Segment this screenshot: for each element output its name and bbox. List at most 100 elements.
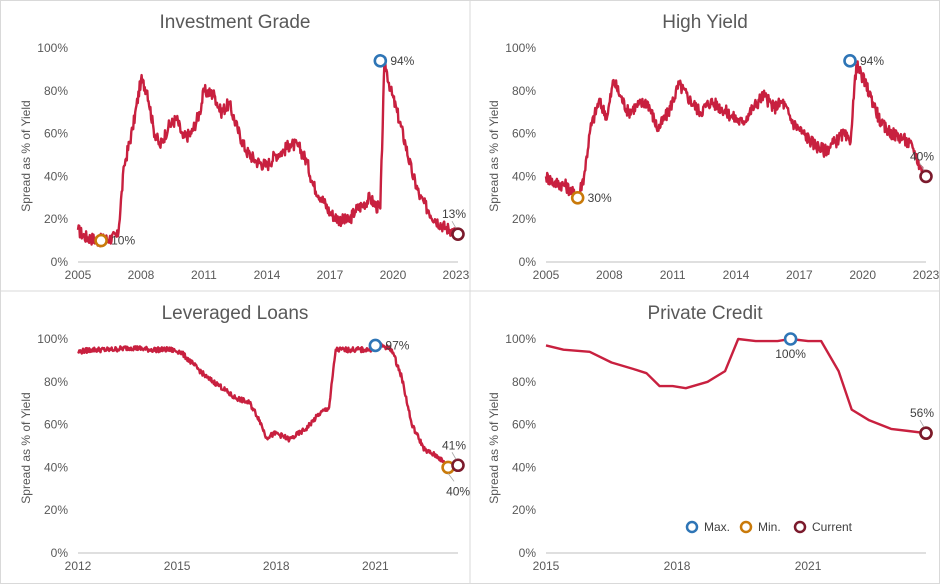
y-tick-label: 0% [519, 255, 537, 269]
marker-max [368, 338, 383, 353]
legend-max-label: Max. [704, 520, 730, 534]
x-tick-label: 2011 [191, 268, 217, 282]
y-tick-label: 80% [512, 375, 536, 389]
marker-min [94, 233, 108, 248]
marker-min [570, 191, 585, 205]
x-tick-label: 2017 [786, 268, 813, 282]
y-tick-label: 100% [505, 332, 536, 346]
label-leader [919, 419, 925, 428]
marker-current [451, 227, 465, 241]
plot-3: 0% 20% 40% 60% 80% 100% 2015 2018 2021 100% 56% [505, 332, 934, 573]
chart-panel-high-yield: High Yield Spread as % of Yield [487, 12, 748, 212]
y-tick-label: 0% [519, 546, 537, 560]
chart-title: Investment Grade [159, 12, 310, 33]
y-tick-label: 60% [44, 418, 68, 432]
marker-max [783, 332, 798, 346]
y-tick-label: 80% [44, 375, 68, 389]
legend: Max. Min. Current [685, 520, 853, 534]
x-tick-label: 2018 [263, 559, 290, 573]
y-tick-label: 20% [44, 212, 68, 226]
series-line [545, 337, 927, 435]
y-tick-label: 80% [512, 84, 536, 98]
y-tick-label: 100% [37, 332, 68, 346]
y-tick-label: 0% [51, 255, 69, 269]
chart-title: Private Credit [647, 303, 763, 324]
y-axis-label: Spread as % of Yield [19, 392, 33, 503]
plot-0: 0% 20% 40% 60% 80% 100% 2005 2008 2011 2014 2017 20… [37, 41, 469, 282]
plot-1: 0% 20% 40% 60% 80% 100% 2005 2008 2011 2014 2017 20… [505, 41, 939, 282]
chart-panel-private-credit: Private Credit Spread as % of Yield [487, 303, 763, 504]
legend-item-max: Max. [685, 520, 730, 534]
label-leader [447, 473, 455, 482]
legend-item-min: Min. [739, 520, 781, 534]
y-tick-label: 60% [512, 418, 536, 432]
marker-label-current: 13% [442, 207, 466, 221]
y-axis-label: Spread as % of Yield [487, 100, 501, 211]
y-tick-label: 20% [44, 503, 68, 517]
legend-max-marker [685, 520, 699, 534]
marker-current [451, 458, 465, 473]
y-tick-label: 60% [512, 127, 536, 141]
x-tick-label: 2015 [533, 559, 560, 573]
label-leader [451, 220, 457, 229]
x-tick-label: 2012 [65, 559, 92, 573]
y-axis-label: Spread as % of Yield [19, 100, 33, 211]
x-tick-label: 2021 [795, 559, 822, 573]
marker-label-max: 94% [390, 54, 414, 68]
marker-label-min: 30% [588, 191, 612, 205]
marker-label-min: 10% [111, 234, 135, 248]
x-tick-label: 2020 [380, 268, 407, 282]
marker-max [843, 54, 857, 68]
marker-label-max: 94% [860, 54, 884, 68]
legend-current-marker [793, 520, 807, 534]
marker-label-current: 41% [442, 438, 466, 452]
x-tick-label: 2021 [362, 559, 389, 573]
legend-min-label: Min. [758, 520, 781, 534]
series-line [77, 342, 459, 470]
x-tick-label: 2011 [660, 268, 686, 282]
y-axis-label: Spread as % of Yield [487, 392, 501, 503]
label-leader [451, 452, 457, 460]
series-line [76, 56, 459, 248]
y-tick-label: 60% [44, 127, 68, 141]
x-tick-label: 2014 [254, 268, 281, 282]
y-tick-label: 20% [512, 212, 536, 226]
chart-panel-investment-grade: Investment Grade Spread as % of Yield [19, 12, 311, 212]
x-tick-label: 2008 [596, 268, 623, 282]
x-tick-label: 2017 [317, 268, 344, 282]
x-tick-label: 2005 [533, 268, 560, 282]
y-tick-label: 20% [512, 503, 536, 517]
y-tick-label: 0% [51, 546, 69, 560]
legend-current-label: Current [812, 520, 853, 534]
marker-current [919, 169, 933, 184]
x-tick-label: 2008 [128, 268, 155, 282]
x-tick-label: 2005 [65, 268, 92, 282]
y-tick-label: 40% [44, 169, 68, 183]
label-leader [919, 163, 925, 171]
marker-max [373, 54, 388, 68]
y-tick-label: 100% [505, 41, 536, 55]
x-tick-label: 2014 [723, 268, 750, 282]
plot-layer: 0% 20% 40% 60% 80% 100% 2005 2008 2011 2014 2017 20… [37, 41, 939, 573]
marker-current [919, 426, 933, 440]
legend-item-current: Current [793, 520, 853, 534]
marker-label-min: 40% [446, 484, 470, 498]
plot-2: 0% 20% 40% 60% 80% 100% 2012 2015 2018 2021 97% 40%… [37, 332, 470, 573]
y-tick-label: 40% [512, 460, 536, 474]
marker-label-current: 40% [910, 149, 934, 163]
y-tick-label: 40% [44, 460, 68, 474]
legend-min-marker [739, 520, 753, 534]
chart-title: High Yield [662, 12, 748, 33]
marker-label-max: 97% [385, 338, 409, 352]
y-tick-label: 80% [44, 84, 68, 98]
x-tick-label: 2018 [664, 559, 691, 573]
x-tick-label: 2023 [443, 268, 470, 282]
chart-title: Leveraged Loans [162, 303, 309, 324]
y-tick-label: 40% [512, 169, 536, 183]
marker-label-current: 56% [910, 406, 934, 420]
y-tick-label: 100% [37, 41, 68, 55]
marker-label-max: 100% [775, 347, 806, 361]
x-tick-label: 2020 [849, 268, 876, 282]
chart-panel-leveraged-loans: Leveraged Loans Spread as % of Yield [19, 303, 308, 504]
